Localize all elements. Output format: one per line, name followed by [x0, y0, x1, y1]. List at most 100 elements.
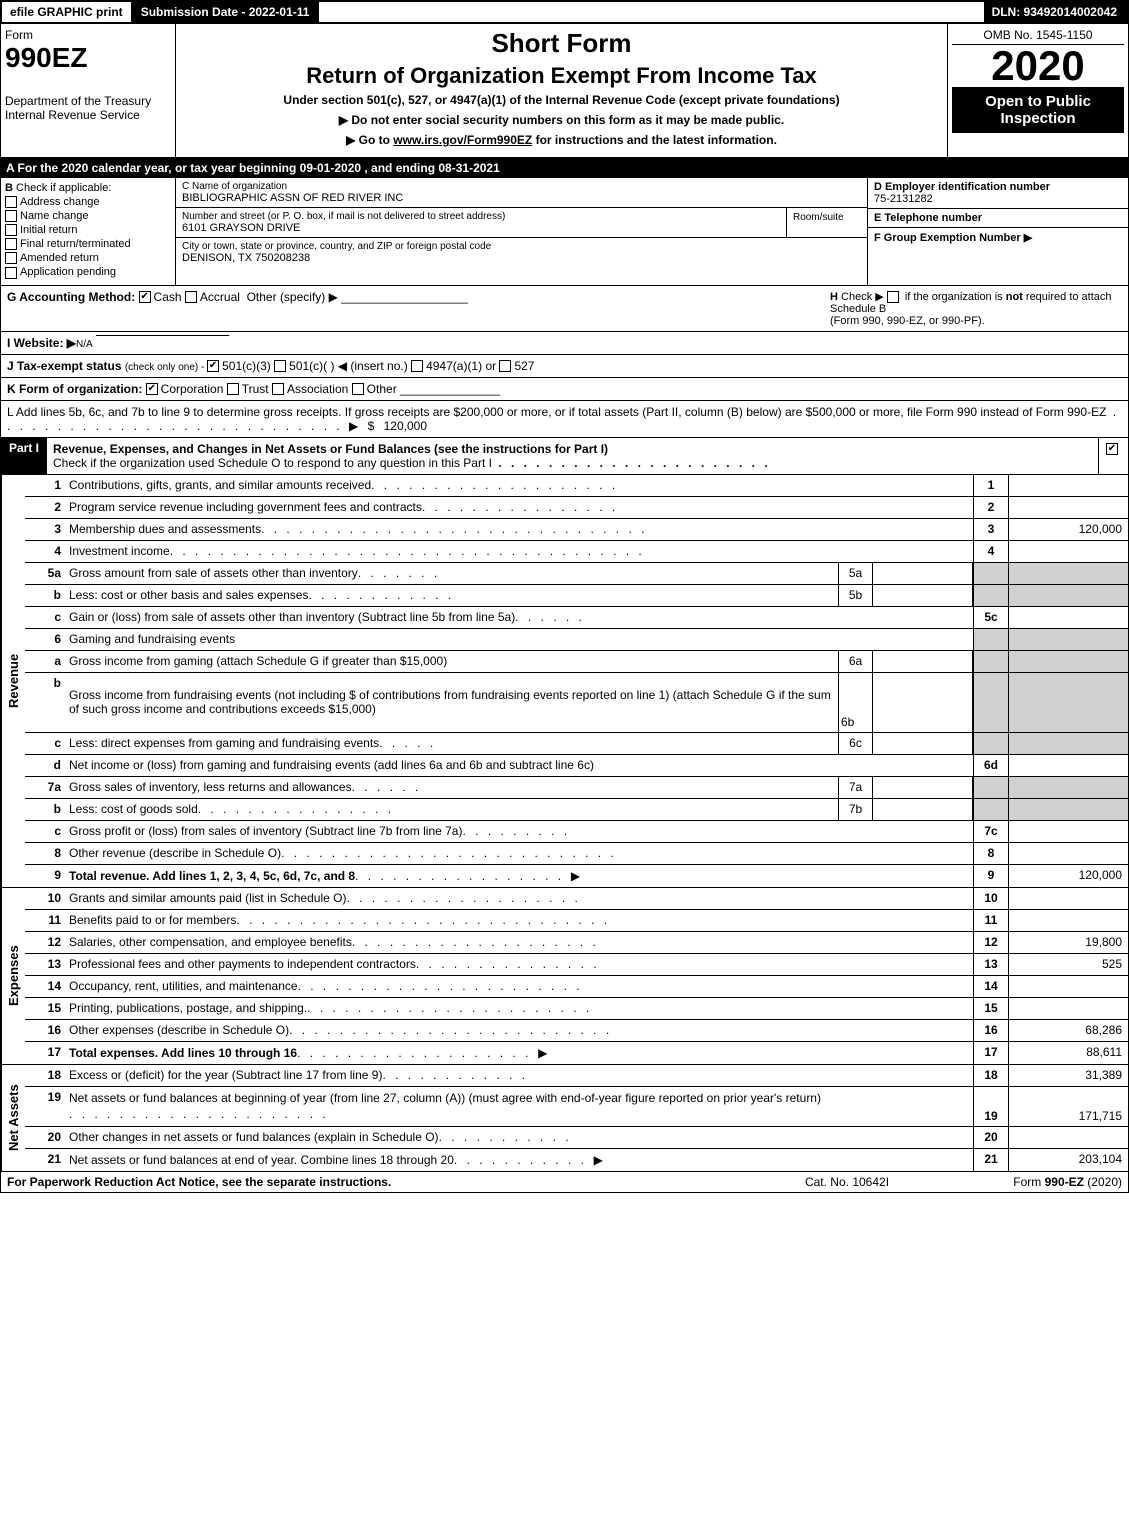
- chk-application-pending[interactable]: Application pending: [5, 266, 171, 278]
- chk-other[interactable]: [352, 383, 364, 395]
- chk-h[interactable]: [887, 291, 899, 303]
- efile-label[interactable]: efile GRAPHIC print: [2, 2, 133, 22]
- chk-corporation[interactable]: ✔: [146, 383, 158, 395]
- chk-name-change[interactable]: Name change: [5, 210, 171, 222]
- chk-527[interactable]: [499, 360, 511, 372]
- chk-association[interactable]: [272, 383, 284, 395]
- line-desc: Total revenue. Add lines 1, 2, 3, 4, 5c,…: [65, 865, 973, 887]
- org-name-row: C Name of organization BIBLIOGRAPHIC ASS…: [176, 178, 867, 208]
- line-box: 17: [973, 1042, 1008, 1064]
- line-desc: Gross sales of inventory, less returns a…: [65, 777, 838, 798]
- section-l: L Add lines 5b, 6c, and 7b to line 9 to …: [0, 401, 1129, 438]
- line-val: 68,286: [1008, 1020, 1128, 1041]
- chk-accrual[interactable]: [185, 291, 197, 303]
- chk-address-change[interactable]: Address change: [5, 196, 171, 208]
- part1-subtitle: Check if the organization used Schedule …: [53, 456, 492, 470]
- chk-initial-return[interactable]: Initial return: [5, 224, 171, 236]
- dots: . . . . . . . . . . . . . . . . . . .: [297, 1046, 531, 1060]
- part1-title: Revenue, Expenses, and Changes in Net As…: [47, 438, 1098, 474]
- dln-label: DLN: 93492014002042: [984, 2, 1127, 22]
- chk-501c[interactable]: [274, 360, 286, 372]
- chk-trust[interactable]: [227, 383, 239, 395]
- line-val-shaded: [1008, 651, 1128, 672]
- line-text: Excess or (deficit) for the year (Subtra…: [69, 1068, 382, 1082]
- line-16: 16 Other expenses (describe in Schedule …: [25, 1020, 1128, 1042]
- line-desc: Gross income from fundraising events (no…: [65, 673, 838, 732]
- f-label: F Group Exemption Number ▶: [874, 232, 1032, 244]
- j-opt1: 501(c)(3): [222, 359, 271, 373]
- footer-right-post: (2020): [1084, 1175, 1122, 1189]
- section-g: G Accounting Method: ✔Cash Accrual Other…: [7, 290, 822, 304]
- section-c: C Name of organization BIBLIOGRAPHIC ASS…: [176, 178, 868, 285]
- line-num: 7a: [25, 777, 65, 798]
- line-desc: Membership dues and assessments . . . . …: [65, 519, 973, 540]
- line-desc: Salaries, other compensation, and employ…: [65, 932, 973, 953]
- line-desc: Gross profit or (loss) from sales of inv…: [65, 821, 973, 842]
- line-num: c: [25, 733, 65, 754]
- line-box-shaded: [973, 777, 1008, 798]
- expenses-group: Expenses 10 Grants and similar amounts p…: [0, 887, 1129, 1064]
- city-label: City or town, state or province, country…: [182, 241, 861, 252]
- line-desc: Printing, publications, postage, and shi…: [65, 998, 973, 1019]
- line-19: 19 Net assets or fund balances at beginn…: [25, 1087, 1128, 1127]
- line-num: 6: [25, 629, 65, 650]
- line-text: Other revenue (describe in Schedule O): [69, 846, 281, 860]
- l-text: L Add lines 5b, 6c, and 7b to line 9 to …: [7, 405, 1106, 419]
- part1-title-main: Revenue, Expenses, and Changes in Net As…: [53, 442, 608, 456]
- chk-cash[interactable]: ✔: [139, 291, 151, 303]
- line-desc: Less: cost of goods sold . . . . . . . .…: [65, 799, 838, 820]
- line-text: Salaries, other compensation, and employ…: [69, 935, 352, 949]
- line-num: 8: [25, 843, 65, 864]
- section-d: D Employer identification number 75-2131…: [868, 178, 1128, 209]
- chk-amended-return[interactable]: Amended return: [5, 252, 171, 264]
- line-val: 120,000: [1008, 519, 1128, 540]
- chk-final-return[interactable]: Final return/terminated: [5, 238, 171, 250]
- i-label: I Website: ▶: [7, 336, 76, 350]
- line-text: Other expenses (describe in Schedule O): [69, 1023, 289, 1037]
- dots: . . . . . . . . . . .: [454, 1153, 587, 1167]
- header-right: OMB No. 1545-1150 2020 Open to Public In…: [948, 24, 1128, 157]
- line-sub: 5a: [838, 563, 873, 584]
- line-num: 21: [25, 1149, 65, 1171]
- line-text: Gross sales of inventory, less returns a…: [69, 780, 352, 794]
- line-12: 12 Salaries, other compensation, and emp…: [25, 932, 1128, 954]
- footer-center: Cat. No. 10642I: [772, 1175, 922, 1189]
- g-other: Other (specify) ▶: [247, 290, 338, 304]
- directive-1: ▶ Do not enter social security numbers o…: [180, 113, 943, 127]
- line-val: [1008, 475, 1128, 496]
- room-label: Room/suite: [793, 212, 844, 223]
- line-val: 88,611: [1008, 1042, 1128, 1064]
- b-check-label: Check if applicable:: [16, 182, 111, 194]
- line-box: 14: [973, 976, 1008, 997]
- line-desc: Investment income . . . . . . . . . . . …: [65, 541, 973, 562]
- line-desc: Less: cost or other basis and sales expe…: [65, 585, 838, 606]
- line-num: b: [25, 673, 65, 732]
- line-text: Gain or (loss) from sale of assets other…: [69, 610, 515, 624]
- main-title: Return of Organization Exempt From Incom…: [180, 63, 943, 89]
- line-box-shaded: [973, 563, 1008, 584]
- netassets-group: Net Assets 18 Excess or (deficit) for th…: [0, 1064, 1129, 1172]
- dots: . . . . . . . . . . . . . . . . .: [355, 869, 564, 883]
- revenue-group: Revenue 1 Contributions, gifts, grants, …: [0, 475, 1129, 887]
- line-text: Less: cost of goods sold: [69, 802, 198, 816]
- line-box: 12: [973, 932, 1008, 953]
- info-grid: B Check if applicable: Address change Na…: [0, 178, 1129, 286]
- line-val-shaded: [1008, 673, 1128, 732]
- org-name-label: C Name of organization: [182, 181, 861, 192]
- irs-link[interactable]: www.irs.gov/Form990EZ: [393, 133, 532, 147]
- line-11: 11 Benefits paid to or for members . . .…: [25, 910, 1128, 932]
- line-13: 13 Professional fees and other payments …: [25, 954, 1128, 976]
- part1-dots: . . . . . . . . . . . . . . . . . . . . …: [492, 456, 771, 470]
- line-desc: Net assets or fund balances at beginning…: [65, 1087, 973, 1126]
- chk-4947[interactable]: [411, 360, 423, 372]
- line-desc: Benefits paid to or for members . . . . …: [65, 910, 973, 931]
- line-sub-val: [873, 651, 973, 672]
- line-val: [1008, 998, 1128, 1019]
- part1-check[interactable]: ✔: [1098, 438, 1128, 474]
- h-text2: if the organization is: [905, 291, 1006, 303]
- line-desc: Gross income from gaming (attach Schedul…: [65, 651, 838, 672]
- k-label: K Form of organization:: [7, 382, 142, 396]
- line-box: 9: [973, 865, 1008, 887]
- chk-501c3[interactable]: ✔: [207, 360, 219, 372]
- line-desc: Professional fees and other payments to …: [65, 954, 973, 975]
